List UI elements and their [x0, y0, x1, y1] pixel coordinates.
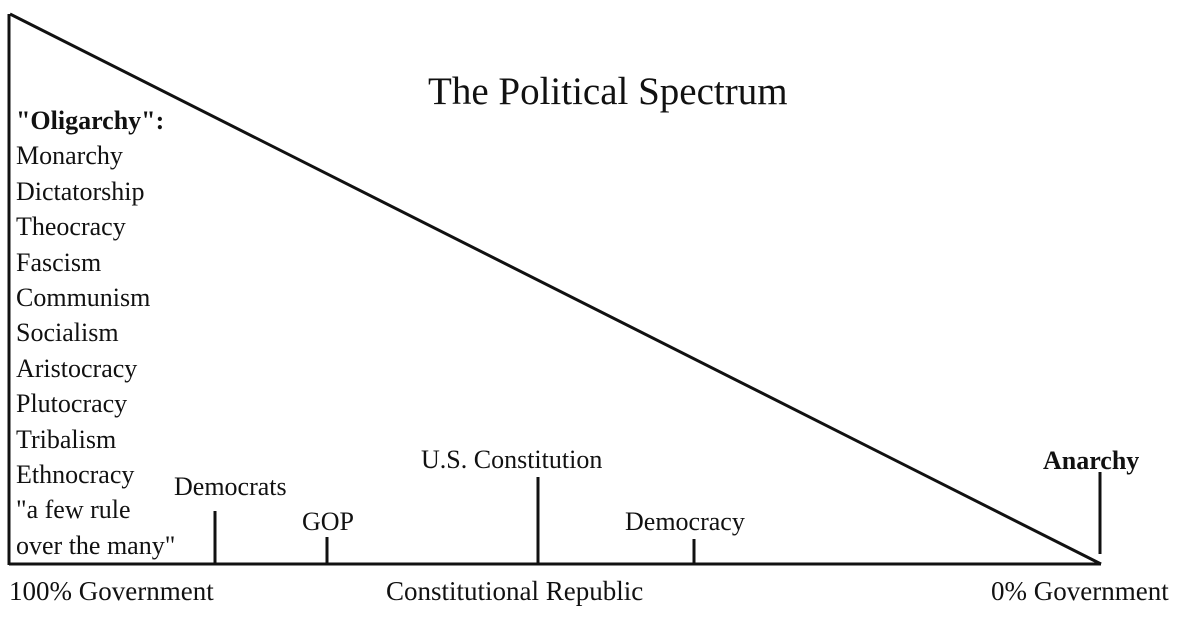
democracy-label: Democracy	[625, 507, 745, 536]
anarchy-label: Anarchy	[1043, 446, 1140, 475]
oligarchy-item: "a few rule	[16, 495, 131, 525]
oligarchy-item: Aristocracy	[16, 353, 138, 383]
axis-left-label: 100% Government	[9, 576, 214, 606]
oligarchy-list: "Oligarchy": Monarchy Dictatorship Theoc…	[16, 103, 175, 563]
axis-middle-label: Constitutional Republic	[386, 576, 644, 606]
oligarchy-item: Dictatorship	[16, 176, 145, 206]
oligarchy-item: over the many"	[16, 530, 176, 560]
us-constitution-label: U.S. Constitution	[421, 445, 603, 474]
oligarchy-item: Theocracy	[16, 212, 126, 242]
oligarchy-item: Fascism	[16, 247, 102, 277]
oligarchy-item: Ethnocracy	[16, 460, 135, 490]
axis-right-label: 0% Government	[991, 576, 1169, 606]
oligarchy-heading: "Oligarchy":	[16, 106, 165, 135]
democrats-label: Democrats	[174, 472, 287, 501]
oligarchy-item: Monarchy	[16, 141, 123, 171]
oligarchy-item: Tribalism	[16, 424, 117, 454]
gop-label: GOP	[302, 507, 355, 536]
oligarchy-item: Plutocracy	[16, 389, 128, 419]
hypotenuse-line	[9, 12, 1102, 566]
oligarchy-item: Socialism	[16, 318, 119, 348]
oligarchy-item: Communism	[16, 283, 151, 313]
diagram-title: The Political Spectrum	[428, 70, 788, 113]
